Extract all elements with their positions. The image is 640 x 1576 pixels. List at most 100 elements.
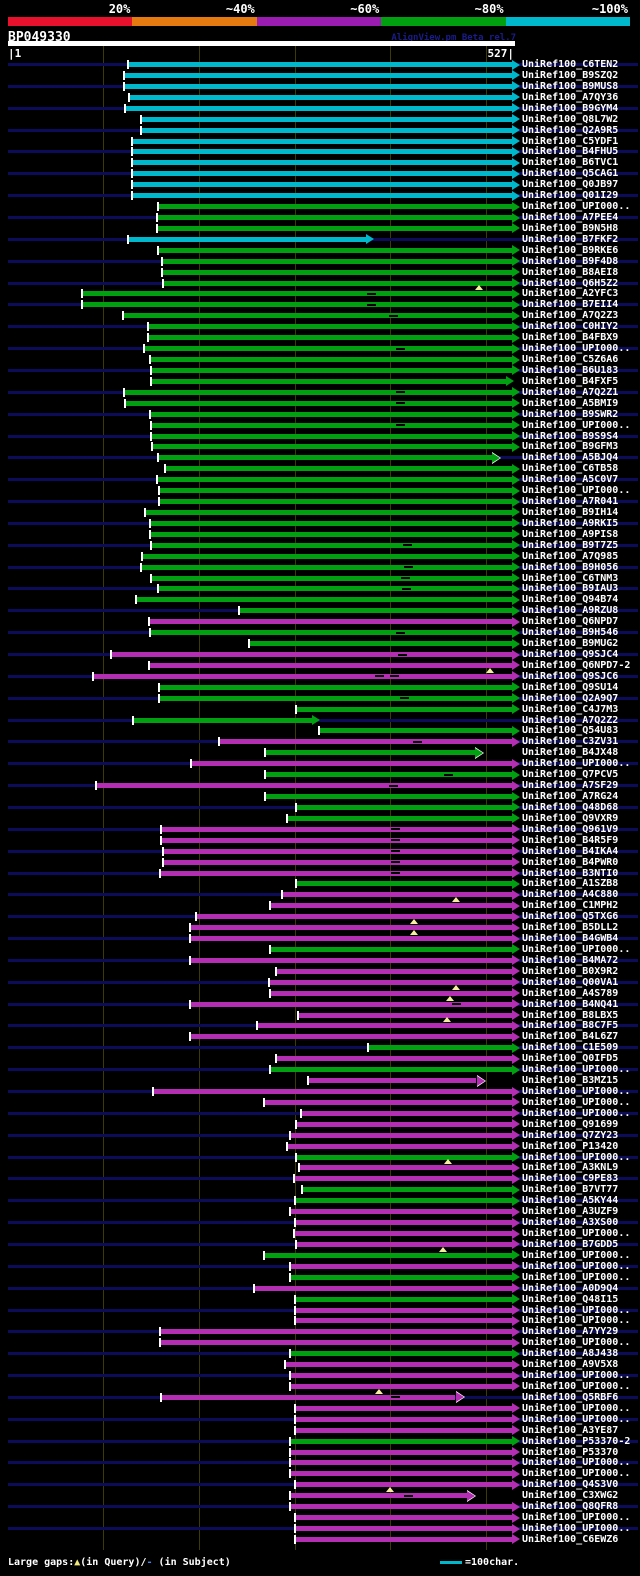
hit-label[interactable]: UniRef100_C6TNM3 [522,572,619,584]
hit-label[interactable]: UniRef100_A8J438 [522,1348,619,1360]
hit-label[interactable]: UniRef100_UPI000.. [522,1151,631,1163]
alignment-bar[interactable] [110,652,512,657]
alignment-bar[interactable] [307,1078,477,1083]
hit-label[interactable]: UniRef100_B9H056 [522,561,619,573]
alignment-bar[interactable] [160,1340,512,1346]
alignment-bar[interactable] [296,1241,512,1247]
alignment-bar[interactable] [289,1449,512,1455]
alignment-bar[interactable] [132,717,312,723]
hit-label[interactable]: UniRef100_UPI000.. [522,1249,631,1261]
alignment-bar[interactable] [282,892,512,898]
hit-label[interactable]: UniRef100_B4GWB4 [522,933,619,944]
hit-label[interactable]: UniRef100_A9RKI5 [522,517,619,529]
alignment-bar[interactable] [165,466,512,472]
hit-label[interactable]: UniRef100_UPI000.. [522,419,631,431]
alignment-bar[interactable] [294,1307,512,1313]
hit-label[interactable]: UniRef100_A5C0V7 [522,474,619,486]
hit-label[interactable]: UniRef100_A7Q2Z2 [522,714,619,726]
alignment-bar[interactable] [156,477,512,483]
alignment-bar[interactable] [295,1121,512,1127]
hit-label[interactable]: UniRef100_B4JX48 [522,747,619,759]
hit-label[interactable]: UniRef100_B9SWR2 [522,408,619,420]
alignment-bar[interactable] [293,1231,512,1236]
hit-label[interactable]: UniRef100_Q6H5Z2 [522,277,619,289]
alignment-bar[interactable] [289,1383,512,1389]
alignment-bar[interactable] [149,411,512,417]
hit-label[interactable]: UniRef100_C9PE83 [522,1173,619,1185]
hit-label[interactable]: UniRef100_B4NQ41 [522,998,619,1010]
alignment-bar[interactable] [123,83,512,89]
hit-label[interactable]: UniRef100_C4J7M3 [522,703,619,715]
alignment-bar[interactable] [190,936,512,941]
alignment-bar[interactable] [263,1252,512,1258]
alignment-bar[interactable] [289,1263,512,1269]
hit-label[interactable]: UniRef100_A9PIS8 [522,528,619,540]
alignment-bar[interactable] [294,1526,512,1531]
alignment-bar[interactable] [161,837,512,843]
alignment-bar[interactable] [289,1351,512,1357]
alignment-bar[interactable] [319,728,512,734]
alignment-bar[interactable] [286,815,512,821]
hit-label[interactable]: UniRef100_A7PEE4 [522,212,619,223]
hit-label[interactable]: UniRef100_Q5RBF6 [522,1391,619,1403]
hit-label[interactable]: UniRef100_Q54U83 [522,725,619,737]
hit-label[interactable]: UniRef100_B9H546 [522,627,619,639]
alignment-bar[interactable] [159,684,512,690]
hit-label[interactable]: UniRef100_B9GFM3 [522,441,619,453]
hit-label[interactable]: UniRef100_B8C7F5 [522,1020,619,1032]
hit-label[interactable]: UniRef100_Q9SJC6 [522,670,619,682]
hit-label[interactable]: UniRef100_Q2A9R5 [522,124,619,136]
hit-label[interactable]: UniRef100_UPI000.. [522,1457,631,1469]
alignment-bar[interactable] [269,903,512,909]
alignment-bar[interactable] [284,1362,512,1368]
alignment-bar[interactable] [96,783,512,789]
hit-label[interactable]: UniRef100_Q9SJC4 [522,649,619,660]
hit-label[interactable]: UniRef100_A9RZU8 [522,605,619,617]
alignment-bar[interactable] [190,925,512,931]
alignment-bar[interactable] [148,662,512,668]
hit-label[interactable]: UniRef100_UPI000.. [522,1107,631,1119]
alignment-bar[interactable] [269,990,512,996]
hit-label[interactable]: UniRef100_B7EII4 [522,299,619,311]
alignment-bar[interactable] [141,564,512,570]
alignment-bar[interactable] [123,72,512,78]
hit-label[interactable]: UniRef100_A4C880 [522,889,619,901]
alignment-bar[interactable] [93,673,512,679]
hit-label[interactable]: UniRef100_UPI000.. [522,485,631,497]
hit-label[interactable]: UniRef100_A3XS00 [522,1217,619,1229]
alignment-bar[interactable] [299,1165,512,1171]
hit-label[interactable]: UniRef100_UPI000.. [522,1271,631,1283]
alignment-bar[interactable] [150,542,512,548]
alignment-bar[interactable] [276,968,512,974]
hit-label[interactable]: UniRef100_B7FKF2 [522,233,619,245]
hit-label[interactable]: UniRef100_C3ZV31 [522,736,619,748]
alignment-bar[interactable] [149,630,512,636]
hit-label[interactable]: UniRef100_A1SZB8 [522,878,619,890]
alignment-bar[interactable] [190,1001,512,1007]
hit-label[interactable]: UniRef100_UPI000.. [522,1315,631,1327]
hit-label[interactable]: UniRef100_B9F4D8 [522,255,619,267]
hit-label[interactable]: UniRef100_UPI000.. [522,1304,631,1316]
hit-label[interactable]: UniRef100_Q5CAG1 [522,168,619,180]
hit-label[interactable]: UniRef100_Q6NPD7-2 [522,659,631,671]
alignment-bar[interactable] [131,193,512,199]
hit-label[interactable]: UniRef100_A7YY29 [522,1326,619,1338]
alignment-bar[interactable] [124,400,512,406]
alignment-bar[interactable] [289,1209,512,1215]
alignment-bar[interactable] [293,1176,512,1182]
alignment-bar[interactable] [159,499,512,504]
hit-label[interactable]: UniRef100_Q48I15 [522,1293,619,1305]
hit-label[interactable]: UniRef100_A3KNL9 [522,1162,619,1174]
alignment-bar[interactable] [294,1220,512,1226]
hit-label[interactable]: UniRef100_UPI000.. [522,201,631,212]
alignment-bar[interactable] [190,1034,512,1040]
alignment-bar[interactable] [160,870,512,876]
hit-label[interactable]: UniRef100_B9T7Z5 [522,539,619,551]
hit-label[interactable]: UniRef100_B9MUG2 [522,638,619,649]
hit-label[interactable]: UniRef100_A9V5X8 [522,1359,619,1371]
hit-label[interactable]: UniRef100_Q8QFR8 [522,1501,619,1513]
alignment-bar[interactable] [127,62,512,67]
alignment-bar[interactable] [150,367,512,373]
hit-label[interactable]: UniRef100_B9S9S4 [522,430,619,442]
alignment-bar[interactable] [289,1493,467,1499]
